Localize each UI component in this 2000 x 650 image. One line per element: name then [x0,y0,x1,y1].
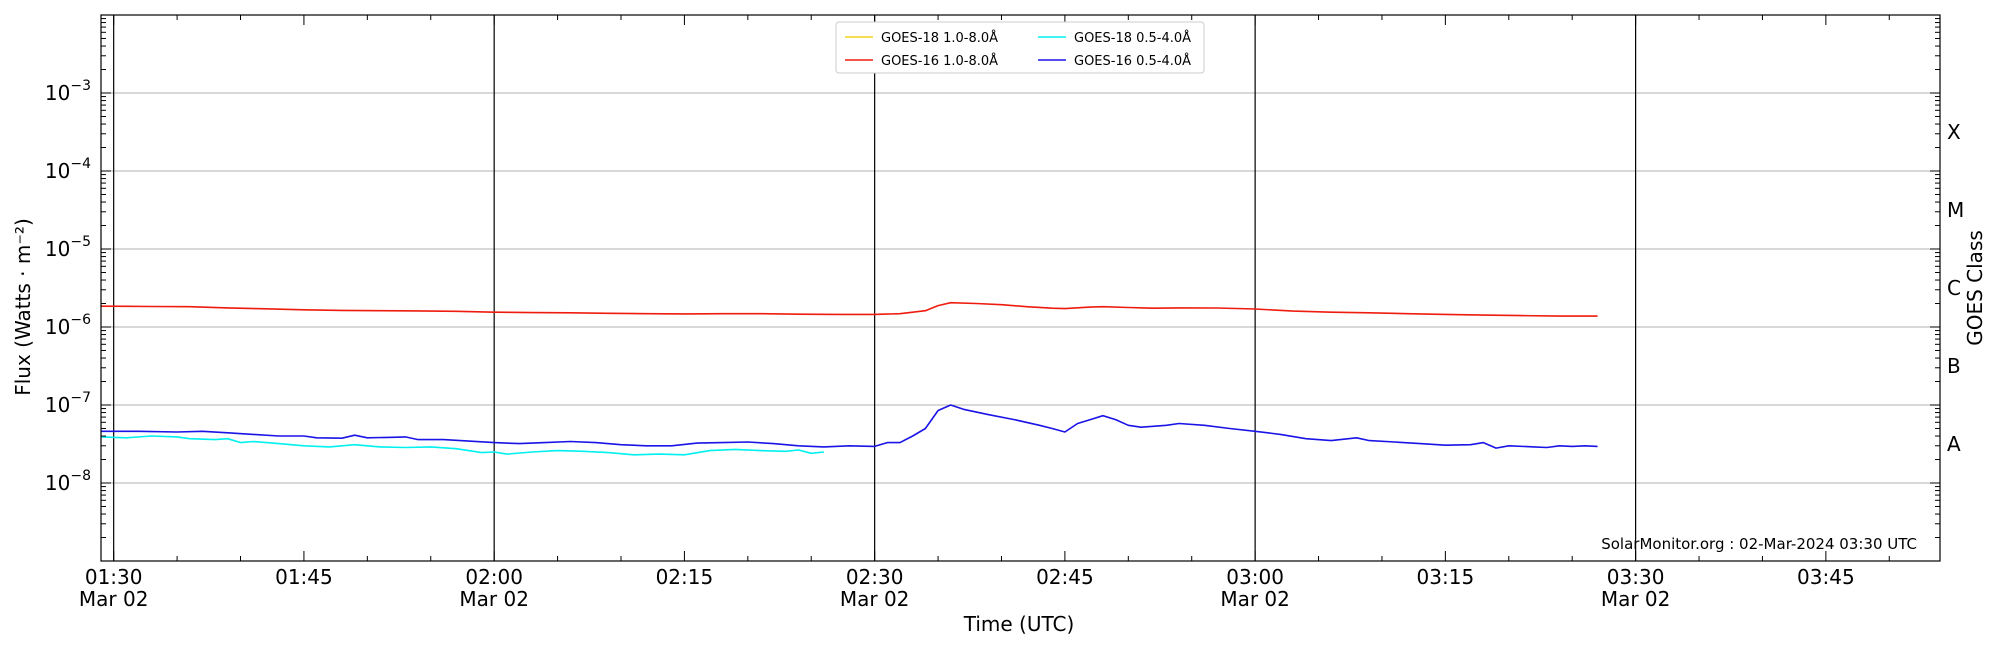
x-tick-label: 02:00 [465,565,523,589]
x-tick-label: 02:45 [1036,565,1094,589]
y-tick-base: 10 [45,393,70,417]
y-tick-base: 10 [45,471,70,495]
goes-class-label: C [1947,276,1961,300]
y-tick-exponent: −8 [70,468,91,484]
grid-lines [101,92,1940,484]
series-line-1 [100,435,824,456]
x-tick-date-label: Mar 02 [1601,587,1671,611]
x-tick-label: 03:45 [1797,565,1855,589]
x-tick-label: 02:30 [846,565,904,589]
y-tick-exponent: −5 [70,234,91,250]
x-tick-label: 02:15 [656,565,714,589]
legend-label: GOES-16 1.0-8.0Å [881,53,998,69]
y-tick-label: 10−3 [45,78,91,105]
goes-class-label: B [1947,354,1961,378]
legend-box [835,21,1205,74]
axis-ticks [101,15,1940,562]
y-tick-base: 10 [45,315,70,339]
y-tick-label: 10−7 [45,390,91,417]
x-tick-label: 03:15 [1417,565,1475,589]
y-tick-base: 10 [45,81,70,105]
x-tick-label: 01:45 [275,565,333,589]
plot-frame [100,14,1941,562]
legend-label: GOES-16 0.5-4.0Å [1074,53,1191,69]
x-tick-label: 01:30 [85,565,143,589]
x-tick-label: 03:00 [1226,565,1284,589]
y-tick-label: 10−6 [45,312,91,339]
goes-class-label: A [1947,432,1961,456]
y-tick-base: 10 [45,237,70,261]
x-tick-date-label: Mar 02 [840,587,910,611]
goes-class-label: M [1947,198,1964,222]
x-tick-date-label: Mar 02 [1220,587,1290,611]
y-tick-label: 10−5 [45,234,91,261]
y-axis-title: Flux (Watts · m⁻²) [11,218,35,396]
y-tick-label: 10−8 [45,468,91,495]
y2-axis-title: GOES Class [1963,230,1987,346]
x-tick-date-label: Mar 02 [459,587,529,611]
x-axis-title: Time (UTC) [963,612,1075,636]
y-tick-exponent: −6 [70,312,91,328]
x-tick-label: 03:30 [1607,565,1665,589]
x-tick-date-label: Mar 02 [79,587,149,611]
y-tick-exponent: −4 [70,156,91,172]
y-tick-exponent: −7 [70,390,91,406]
credit-text: SolarMonitor.org : 02-Mar-2024 03:30 UTC [1601,535,1917,553]
series-line-3 [101,404,1598,449]
series-lines [100,301,1598,456]
y-tick-label: 10−4 [45,156,91,183]
y-tick-exponent: −3 [70,78,91,94]
legend-label: GOES-18 0.5-4.0Å [1074,30,1191,46]
y-tick-base: 10 [45,159,70,183]
legend-label: GOES-18 1.0-8.0Å [881,30,998,46]
vertical-time-markers [113,15,1637,561]
legend: GOES-18 1.0-8.0Å GOES-16 1.0-8.0Å GOES-18 … [835,21,1205,74]
series-line-2 [100,301,1598,317]
goes-class-label: X [1947,120,1961,144]
